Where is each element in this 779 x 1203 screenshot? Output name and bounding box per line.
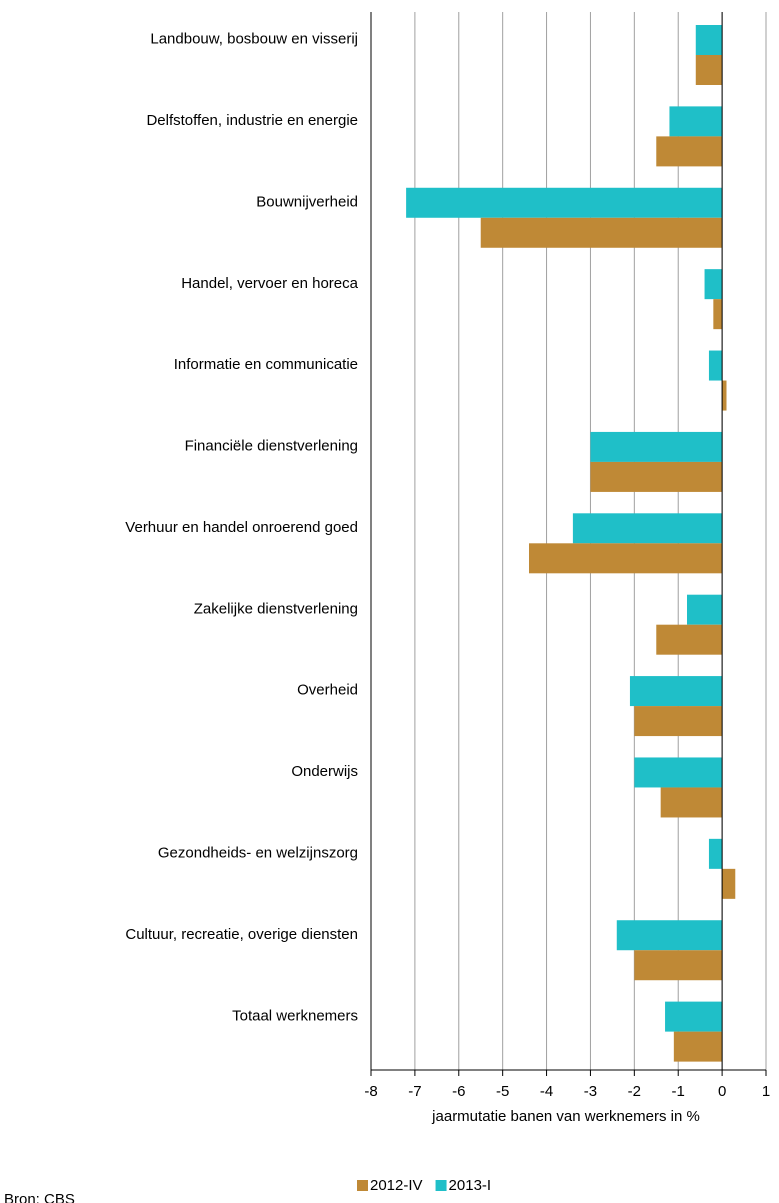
category-label: Totaal werknemers — [232, 1007, 358, 1024]
x-tick-label: -4 — [540, 1083, 553, 1100]
x-tick-label: 1 — [762, 1083, 770, 1100]
bar — [406, 187, 723, 218]
bar — [590, 431, 723, 462]
category-label: Handel, vervoer en horeca — [181, 275, 358, 292]
category-label: Zakelijke dienstverlening — [194, 600, 358, 617]
bar — [629, 676, 723, 707]
bar — [665, 1001, 723, 1032]
x-tick-label: -6 — [452, 1083, 465, 1100]
x-tick-label: -5 — [496, 1083, 509, 1100]
legend-label: 2013-I — [449, 1177, 492, 1194]
bar — [669, 106, 723, 137]
x-tick-label: -2 — [628, 1083, 641, 1100]
x-tick-label: -1 — [672, 1083, 685, 1100]
bar — [695, 55, 723, 85]
bar — [704, 269, 723, 300]
bar — [713, 299, 723, 330]
x-tick-label: -3 — [584, 1083, 597, 1100]
bar — [687, 594, 723, 625]
x-tick-label: -7 — [408, 1083, 421, 1100]
legend-label: 2012-IV — [370, 1177, 423, 1194]
bar — [722, 380, 727, 411]
bar — [634, 706, 723, 737]
bar — [572, 513, 723, 544]
category-label: Landbouw, bosbouw en visserij — [150, 31, 358, 48]
category-label: Delfstoffen, industrie en energie — [146, 112, 358, 129]
category-label: Overheid — [297, 682, 358, 699]
category-label: Onderwijs — [291, 763, 358, 780]
category-label: Informatie en communicatie — [174, 356, 358, 373]
bar — [616, 920, 723, 951]
x-axis-label: jaarmutatie banen van werknemers in % — [431, 1108, 700, 1125]
legend-swatch — [357, 1180, 368, 1191]
bar — [480, 217, 723, 248]
bar — [708, 838, 723, 869]
bar — [529, 543, 723, 574]
bar — [634, 757, 723, 788]
bar — [722, 868, 736, 899]
x-tick-label: 0 — [718, 1083, 726, 1100]
category-label: Bouwnijverheid — [256, 193, 358, 210]
category-label: Financiële dienstverlening — [185, 438, 358, 455]
bar — [634, 950, 723, 981]
bar — [660, 787, 723, 818]
source: Bron: CBS — [4, 1191, 75, 1203]
x-tick-label: -8 — [364, 1083, 377, 1100]
category-label: Verhuur en handel onroerend goed — [125, 519, 358, 536]
bar — [656, 136, 723, 167]
bar — [708, 350, 723, 381]
bar — [695, 25, 723, 55]
bar — [656, 624, 723, 655]
category-label: Cultuur, recreatie, overige diensten — [125, 926, 358, 943]
legend-swatch — [435, 1180, 447, 1191]
bar — [673, 1031, 723, 1062]
bar — [590, 461, 723, 492]
category-label: Gezondheids- en welzijnszorg — [158, 845, 358, 862]
